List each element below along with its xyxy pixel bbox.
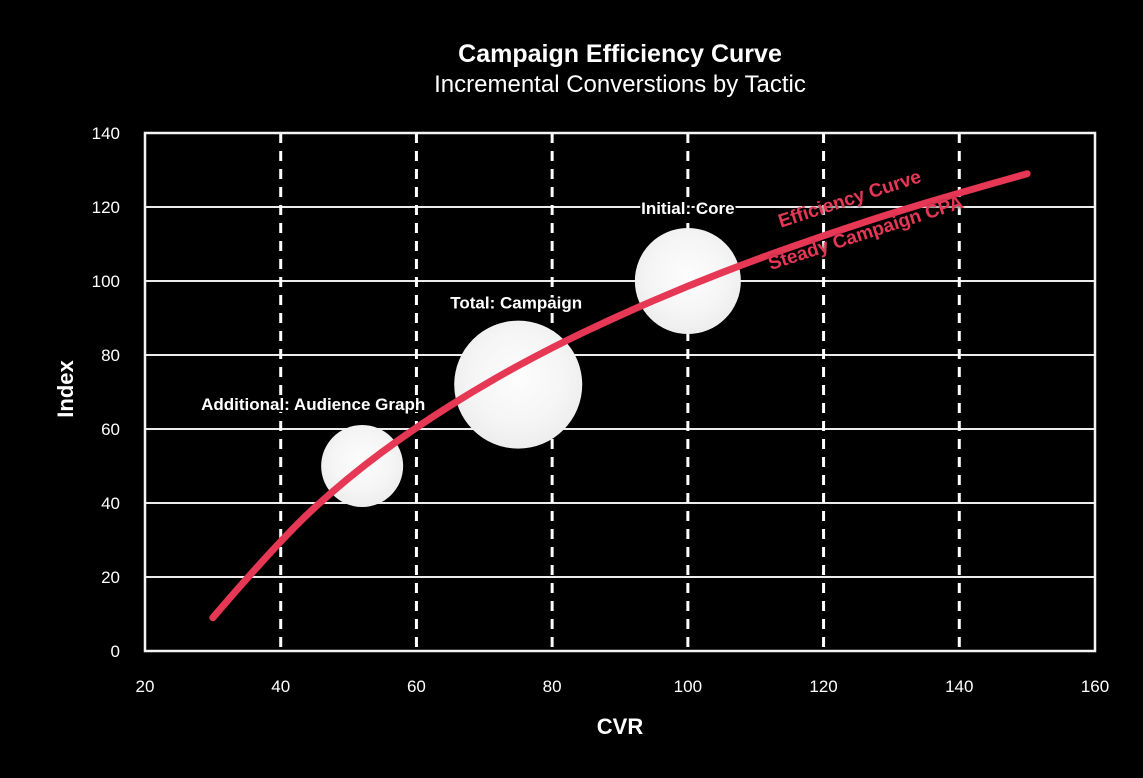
x-tick-label: 20 [136,677,155,696]
x-axis-title: CVR [596,714,644,739]
x-tick-label: 140 [945,677,973,696]
bubble [634,228,741,334]
chart-title: Campaign Efficiency Curve [458,40,782,68]
y-tick-label: 60 [101,420,120,439]
y-tick-label: 140 [92,124,120,143]
x-tick-label: 60 [407,677,426,696]
y-tick-label: 0 [111,642,120,661]
plot-frame [143,131,1097,653]
bubble-label: Initial: Core [641,199,735,218]
y-tick-label: 40 [101,494,120,513]
bubble-label: Total: Campaign [450,294,582,313]
y-tick-label: 100 [92,272,120,291]
y-tick-label: 20 [101,568,120,587]
efficiency-curve [209,170,1031,622]
x-tick-label: 120 [809,677,837,696]
chart-subtitle: Incremental Converstions by Tactic [434,71,806,98]
y-axis-title: Index [53,360,78,418]
y-tick-label: 80 [101,346,120,365]
y-tick-label: 120 [92,198,120,217]
bubble-label: Additional: Audience Graph [201,395,425,414]
x-tick-label: 100 [674,677,702,696]
x-tick-label: 40 [271,677,290,696]
x-tick-label: 80 [543,677,562,696]
x-tick-label: 160 [1081,677,1109,696]
title-block: Campaign Efficiency Curve Incremental Co… [145,39,1095,100]
